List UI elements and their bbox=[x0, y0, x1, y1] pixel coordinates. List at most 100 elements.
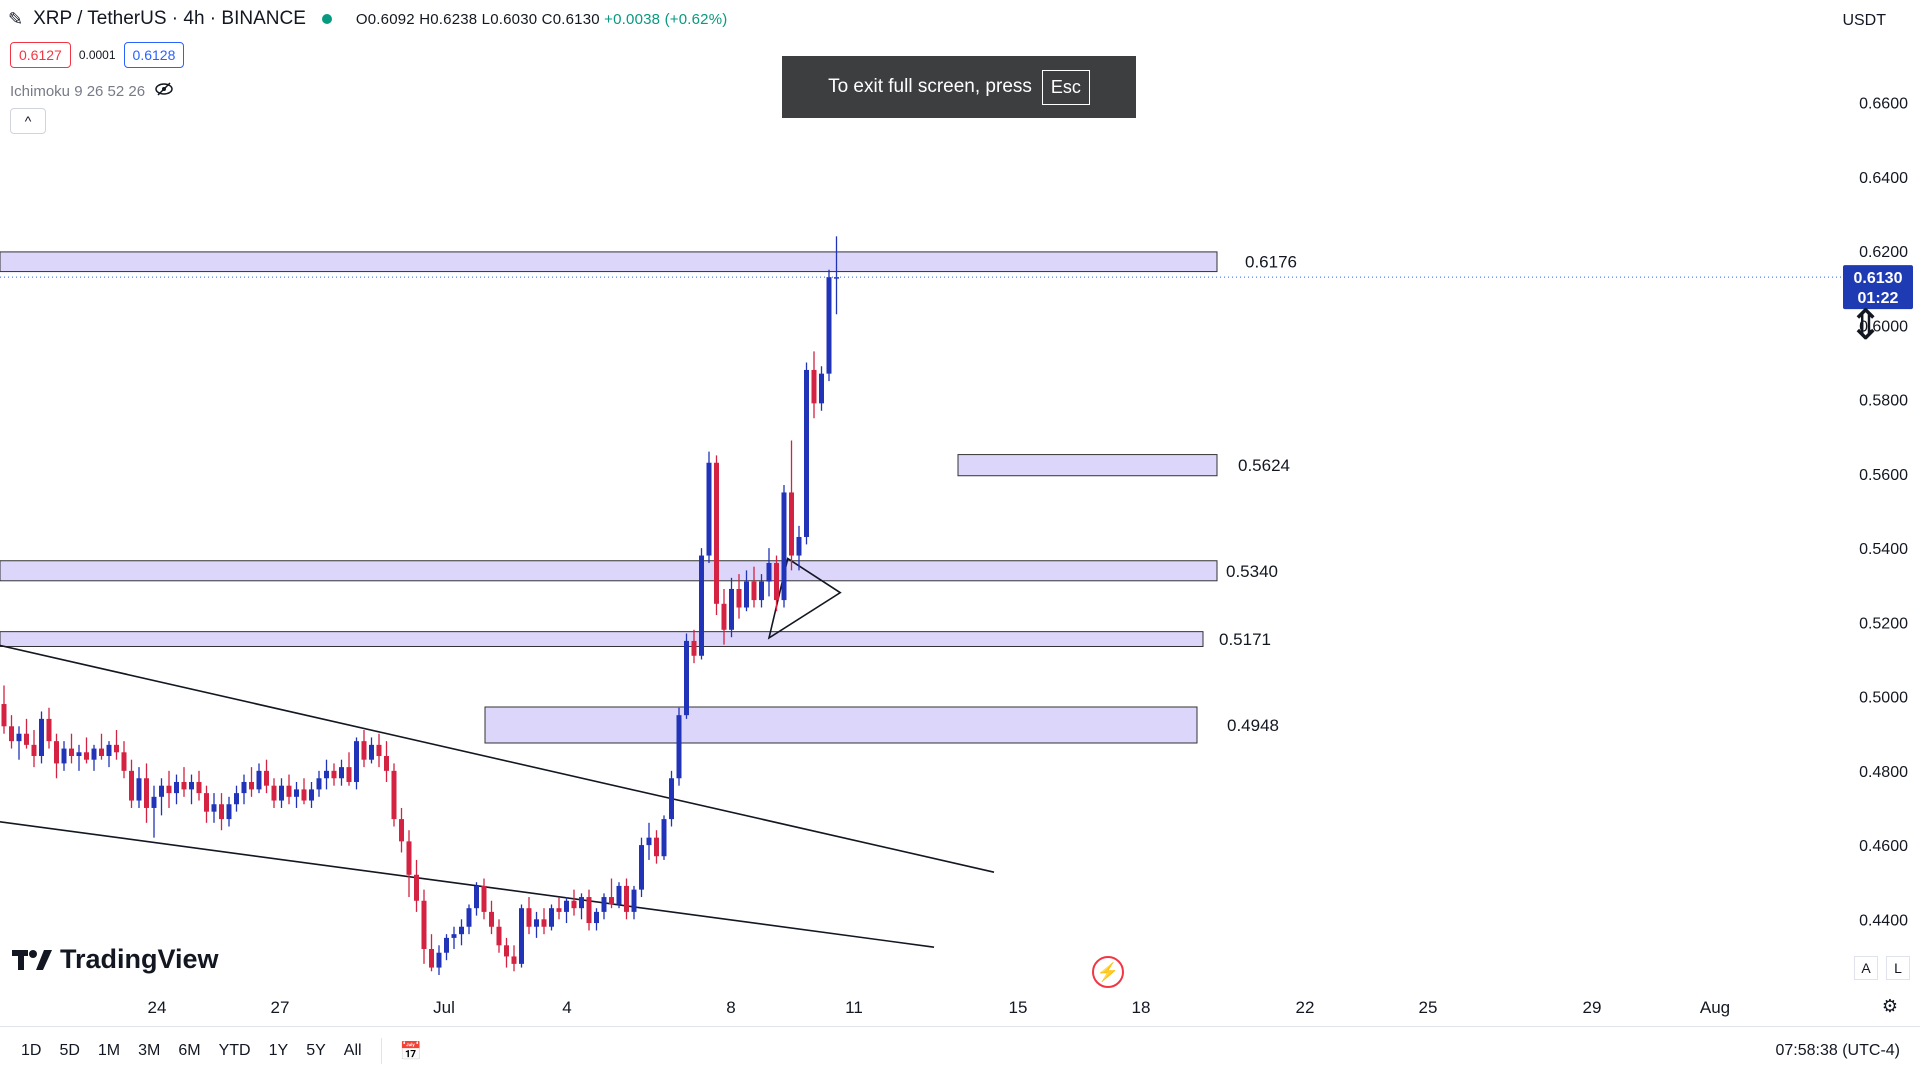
candle bbox=[39, 711, 44, 764]
upper-trendline bbox=[0, 644, 995, 873]
timeframe-1y[interactable]: 1Y bbox=[268, 1042, 289, 1059]
currency-label[interactable]: USDT bbox=[1842, 12, 1886, 29]
candle-body bbox=[241, 781, 247, 794]
auto-scale-button[interactable]: A bbox=[1854, 956, 1878, 980]
candle bbox=[631, 885, 637, 920]
candle-body bbox=[136, 778, 142, 801]
candle-body bbox=[204, 793, 209, 812]
calendar-icon[interactable]: 📅 bbox=[399, 1040, 422, 1061]
indicator-legend[interactable]: Ichimoku 9 26 52 26 bbox=[10, 82, 173, 100]
tradingview-logo[interactable]: TradingView bbox=[12, 944, 219, 975]
zone-label-0.5624: 0.5624 bbox=[1238, 456, 1290, 475]
pencil-icon[interactable]: ✎ bbox=[8, 8, 24, 29]
candle bbox=[174, 774, 179, 805]
candle-body bbox=[684, 640, 689, 716]
candle bbox=[436, 945, 442, 975]
candle-body bbox=[144, 778, 149, 808]
candle bbox=[451, 926, 457, 950]
timeframe-ytd[interactable]: YTD bbox=[218, 1042, 251, 1059]
candle bbox=[744, 570, 749, 612]
price-axis: 0.6600 0.6400 0.6200 0.6000 0.5800 0.5600 0.54… bbox=[1859, 96, 1908, 930]
candle-body bbox=[249, 781, 254, 790]
log-scale-button[interactable]: L bbox=[1886, 956, 1910, 980]
candle bbox=[834, 236, 839, 315]
candle-body bbox=[91, 748, 97, 760]
timeframe-3m[interactable]: 3M bbox=[138, 1042, 161, 1059]
zone-0.5624 bbox=[957, 454, 1218, 477]
y-tick-label: 0.5000 bbox=[1859, 690, 1908, 707]
candle bbox=[759, 574, 764, 608]
candle-body bbox=[31, 744, 37, 756]
timeframe-6m[interactable]: 6M bbox=[178, 1042, 201, 1059]
clock-timezone[interactable]: 07:58:38 (UTC-4) bbox=[1775, 1042, 1901, 1059]
candle bbox=[279, 778, 284, 808]
candle bbox=[144, 763, 149, 823]
y-tick-label: 0.5400 bbox=[1859, 541, 1908, 558]
candle bbox=[684, 633, 689, 719]
last-price-badge: 0.6130 01:22 bbox=[1843, 265, 1913, 310]
x-tick-label: 8 bbox=[726, 998, 735, 1017]
candle-body bbox=[624, 885, 629, 912]
candle bbox=[429, 934, 434, 972]
candle bbox=[226, 796, 232, 827]
timeframe-all[interactable]: All bbox=[343, 1042, 362, 1059]
candle bbox=[609, 878, 614, 909]
candle bbox=[1, 685, 7, 734]
sell-button[interactable]: 0.6127 bbox=[10, 42, 71, 68]
candle bbox=[324, 759, 329, 790]
y-tick-label: 0.6000 bbox=[1859, 318, 1908, 335]
candle bbox=[211, 793, 217, 823]
eye-hidden-icon[interactable] bbox=[155, 82, 173, 100]
y-tick-label: 0.5600 bbox=[1859, 467, 1908, 484]
candle-body bbox=[556, 908, 562, 912]
candle-body bbox=[39, 718, 44, 756]
candle bbox=[129, 759, 134, 808]
candle-body bbox=[766, 562, 772, 582]
candle-body bbox=[601, 897, 607, 912]
candle bbox=[286, 774, 292, 805]
timeframe-1m[interactable]: 1M bbox=[97, 1042, 121, 1059]
y-tick-label: 0.4600 bbox=[1859, 838, 1908, 855]
candle-body bbox=[549, 908, 554, 927]
candle bbox=[31, 730, 37, 768]
candle bbox=[361, 730, 367, 768]
candle-body bbox=[1, 704, 7, 727]
settings-icon[interactable]: ⚙ bbox=[1881, 996, 1898, 1016]
candle-body bbox=[9, 726, 14, 742]
timeframe-1d[interactable]: 1D bbox=[21, 1042, 42, 1059]
candle bbox=[301, 778, 307, 805]
symbol-title[interactable]: XRP / TetherUS · 4h · BINANCE bbox=[33, 8, 306, 29]
candle-body bbox=[181, 781, 187, 790]
candle-body bbox=[324, 770, 329, 779]
lightning-icon[interactable]: ⚡ bbox=[1092, 956, 1124, 988]
buy-button[interactable]: 0.6128 bbox=[123, 42, 185, 68]
timeframe-5y[interactable]: 5Y bbox=[306, 1042, 326, 1059]
candle bbox=[571, 889, 577, 916]
candle bbox=[594, 908, 599, 931]
chart-header: ✎ XRP / TetherUS · 4h · BINANCE O0.6092 … bbox=[8, 8, 727, 30]
candle-body bbox=[436, 952, 442, 968]
candle bbox=[241, 774, 247, 805]
candle bbox=[391, 763, 397, 827]
candle bbox=[421, 889, 427, 964]
candle-body bbox=[496, 926, 502, 946]
buy-sell-panel: 0.6127 0.0001 0.6128 bbox=[10, 42, 185, 68]
x-tick-label: 25 bbox=[1419, 998, 1438, 1017]
candle-body bbox=[729, 588, 734, 630]
x-tick-label: Aug bbox=[1700, 998, 1730, 1017]
candle bbox=[196, 770, 202, 801]
candle-body bbox=[429, 949, 434, 968]
candle-body bbox=[564, 900, 569, 912]
candle bbox=[474, 882, 479, 916]
candle bbox=[654, 830, 659, 864]
x-tick-label: 4 bbox=[562, 998, 571, 1017]
candle-body bbox=[114, 744, 119, 753]
candle bbox=[481, 878, 487, 920]
candle-body bbox=[279, 785, 284, 801]
last-price-badge-bg bbox=[1843, 265, 1913, 310]
timeframe-5d[interactable]: 5D bbox=[59, 1042, 80, 1059]
candle-body bbox=[99, 748, 104, 756]
zone-label-0.5171: 0.5171 bbox=[1219, 630, 1271, 649]
collapse-legend-button[interactable]: ^ bbox=[10, 108, 46, 134]
